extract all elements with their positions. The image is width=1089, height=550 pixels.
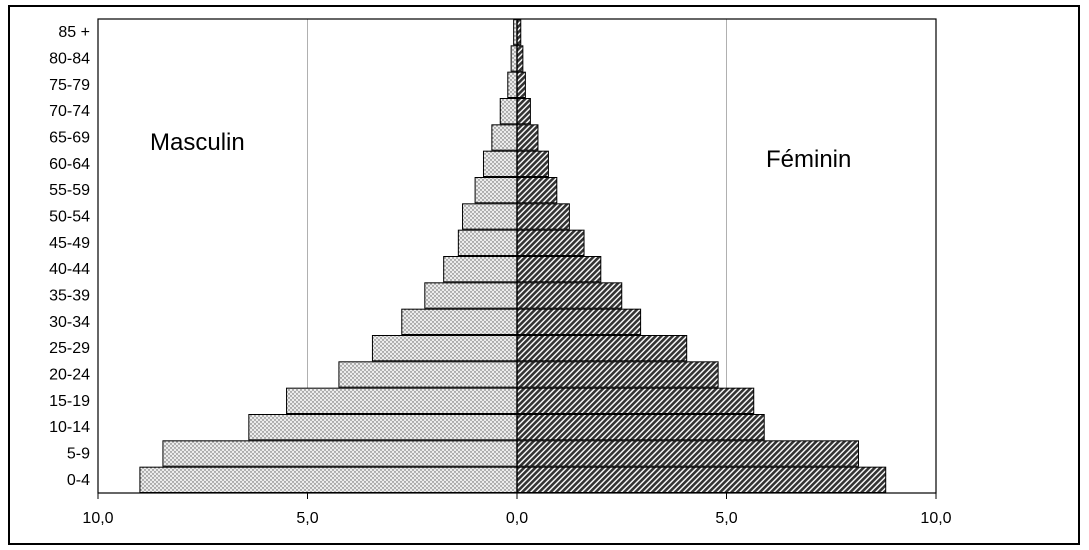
- y-tick-label: 25-29: [49, 340, 90, 357]
- y-tick-label: 65-69: [49, 130, 90, 147]
- male-bars: [139, 19, 518, 493]
- x-tick-label: 5,0: [715, 510, 737, 527]
- bar-male-65-69: [491, 124, 518, 151]
- bar-female-25-29: [516, 335, 688, 362]
- bar-female-5-9: [516, 440, 859, 467]
- y-tick-label: 70-74: [49, 103, 90, 120]
- x-tick-label: 10,0: [920, 510, 951, 527]
- bar-female-55-59: [516, 177, 558, 204]
- bar-male-70-74: [499, 98, 518, 125]
- female-bars: [516, 19, 887, 493]
- bar-female-40-44: [516, 256, 602, 283]
- bar-male-10-14: [248, 414, 518, 441]
- y-tick-label: 55-59: [49, 182, 90, 199]
- bar-female-30-34: [516, 308, 642, 335]
- y-tick-label: 0-4: [67, 472, 90, 489]
- bar-female-15-19: [516, 387, 755, 414]
- bar-female-50-54: [516, 203, 570, 230]
- y-tick-label: 10-14: [49, 419, 90, 436]
- x-tick-label: 10,0: [82, 510, 113, 527]
- y-tick-label: 45-49: [49, 235, 90, 252]
- bar-male-55-59: [474, 177, 518, 204]
- y-tick-label: 5-9: [67, 446, 90, 463]
- x-tick-label: 0,0: [506, 510, 528, 527]
- bar-male-40-44: [443, 256, 518, 283]
- bar-female-80-84: [516, 45, 524, 72]
- y-tick-label: 15-19: [49, 393, 90, 410]
- bar-female-10-14: [516, 414, 765, 441]
- male-side-label: Masculin: [150, 129, 245, 156]
- bar-male-50-54: [462, 203, 518, 230]
- population-pyramid-chart: 0-4 5-9 10-14 15-19 20-24 25-29 30-34 35-39 40-4…: [49, 18, 952, 527]
- y-tick-label: 75-79: [49, 77, 90, 94]
- bar-male-25-29: [371, 335, 518, 362]
- chart-frame: 0-4 5-9 10-14 15-19 20-24 25-29 30-34 35-39 40-4…: [8, 5, 1080, 545]
- bar-female-70-74: [516, 98, 531, 125]
- y-axis-labels: 0-4 5-9 10-14 15-19 20-24 25-29 30-34 35-39 40-4…: [49, 24, 90, 489]
- x-axis-labels: 10,0 5,0 0,0 5,0 10,0: [82, 493, 952, 527]
- bar-male-45-49: [457, 229, 518, 257]
- y-tick-label: 20-24: [49, 367, 90, 384]
- y-tick-label: 60-64: [49, 156, 90, 173]
- bar-male-30-34: [401, 308, 518, 335]
- bar-female-65-69: [516, 124, 539, 151]
- bar-male-60-64: [482, 150, 518, 178]
- bar-female-0-4: [516, 466, 887, 493]
- female-side-label: Féminin: [766, 146, 851, 173]
- x-tick-label: 5,0: [296, 510, 318, 527]
- y-tick-label: 85 +: [58, 24, 90, 41]
- bar-male-0-4: [139, 466, 518, 493]
- y-tick-label: 50-54: [49, 209, 90, 226]
- bar-male-80-84: [510, 45, 518, 72]
- bar-female-75-79: [516, 71, 526, 98]
- bar-male-20-24: [338, 361, 518, 388]
- bar-female-60-64: [516, 150, 549, 178]
- bar-male-75-79: [507, 71, 518, 98]
- bar-male-15-19: [286, 387, 518, 414]
- y-tick-label: 35-39: [49, 288, 90, 305]
- y-tick-label: 40-44: [49, 261, 90, 278]
- bar-female-45-49: [516, 229, 585, 257]
- bar-female-20-24: [516, 361, 719, 388]
- y-tick-label: 30-34: [49, 314, 90, 331]
- bar-male-5-9: [162, 440, 518, 467]
- bar-female-35-39: [516, 282, 623, 309]
- bar-male-35-39: [424, 282, 518, 309]
- y-tick-label: 80-84: [49, 51, 90, 68]
